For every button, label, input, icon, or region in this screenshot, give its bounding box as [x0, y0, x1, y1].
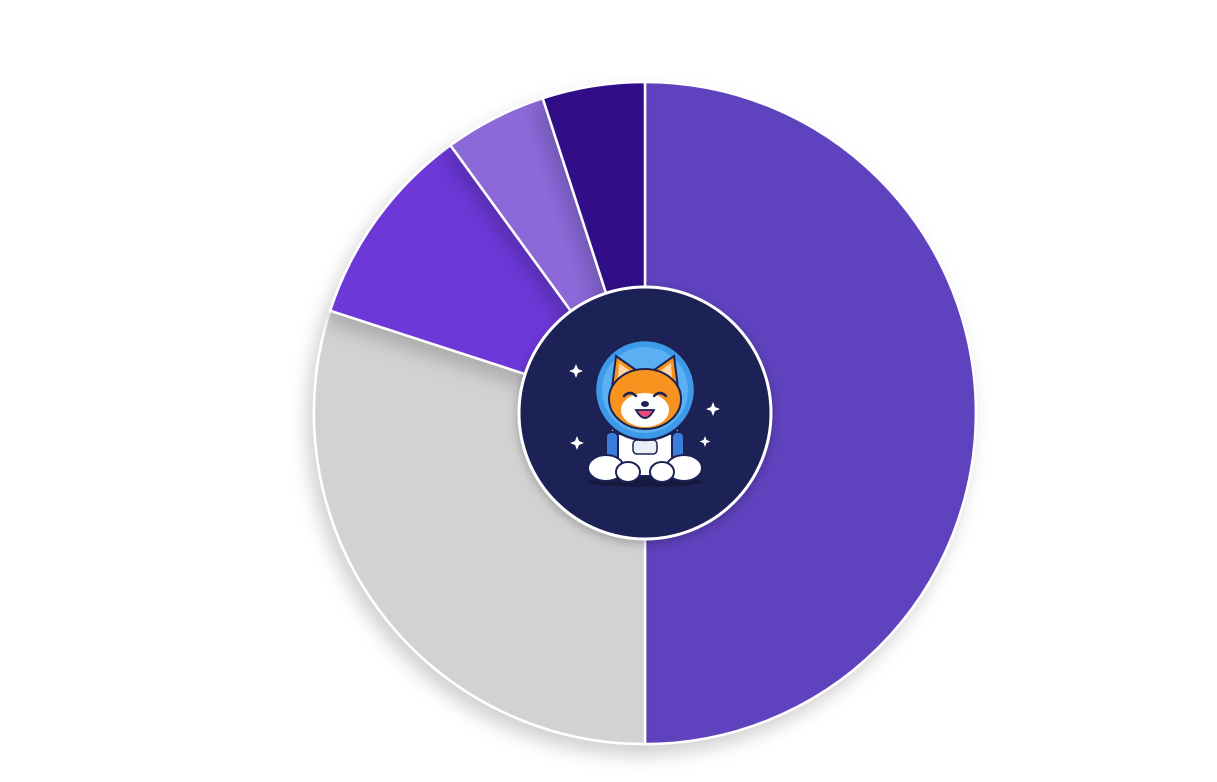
sparkle-icons — [569, 364, 720, 450]
sparkle-icon — [569, 364, 583, 378]
sparkle-icon — [706, 402, 720, 416]
sparkle-icon — [570, 436, 584, 450]
center-badge — [517, 285, 773, 541]
shiba-astronaut-icon — [587, 338, 703, 487]
pie-slice-1 — [643, 80, 978, 746]
sparkle-icon — [699, 436, 711, 447]
